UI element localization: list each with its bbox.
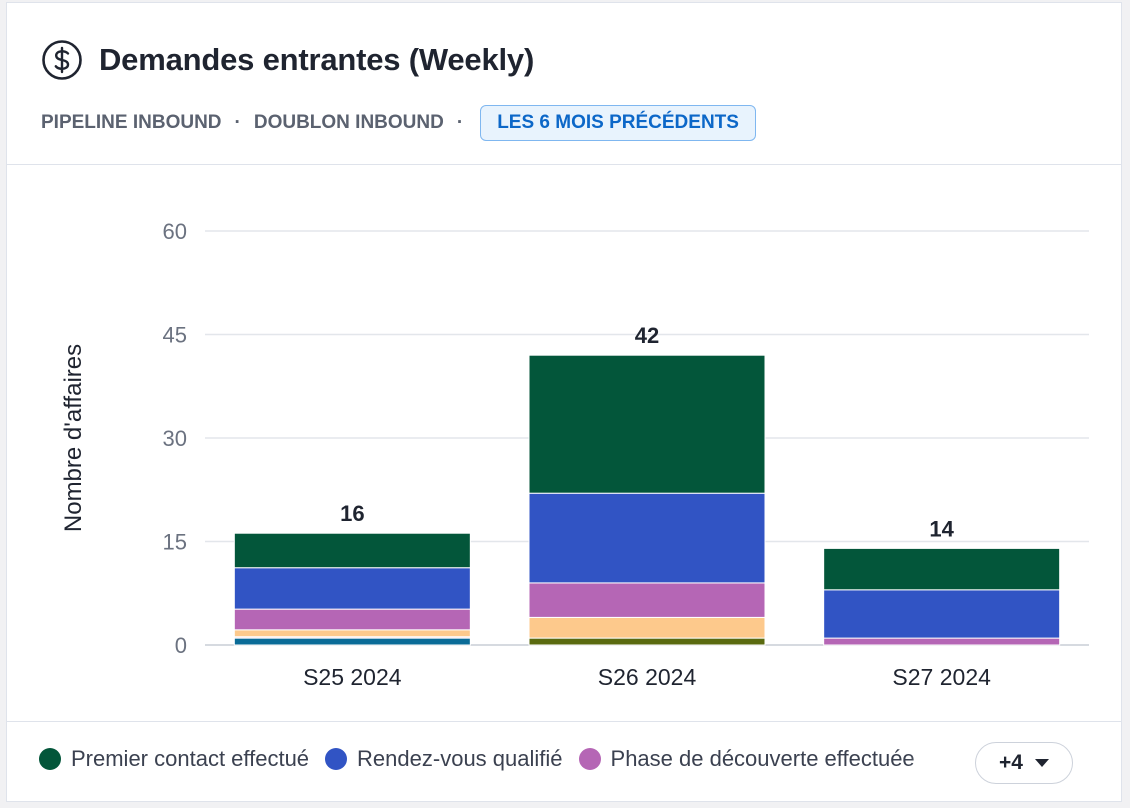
dollar-circle-icon (41, 39, 83, 81)
legend-fade (907, 738, 979, 782)
y-tick-label: 60 (163, 219, 187, 244)
bar-segment[interactable] (528, 616, 766, 639)
legend-label: Phase de découverte effectuée (610, 746, 915, 771)
bar-segment[interactable] (528, 637, 766, 646)
stacked-bar-chart: 0 15 30 45 60 Nombre d'affaires 16 S25 2024 42 S2… (60, 219, 1089, 690)
separator-dot: · (456, 112, 464, 133)
filter-pipeline[interactable]: PIPELINE INBOUND (41, 112, 222, 133)
title-row: Demandes entrantes (Weekly) (41, 39, 534, 81)
y-tick-label: 0 (175, 633, 187, 658)
bar-segment[interactable] (528, 492, 766, 584)
bar-segment[interactable] (823, 589, 1061, 639)
report-title: Demandes entrantes (Weekly) (99, 42, 535, 77)
separator-dot: · (234, 112, 241, 133)
legend-swatch (578, 748, 601, 770)
legend-more-label: +4 (999, 751, 1023, 774)
y-tick-label: 15 (163, 530, 187, 555)
bar-segment[interactable] (528, 354, 766, 494)
caret-down-icon (1034, 759, 1049, 767)
legend: Premier contact effectué Rendez-vous qua… (7, 721, 1121, 804)
filter-bar: PIPELINE INBOUND · DOUBLON INBOUND · LES… (41, 105, 756, 141)
bar-segment[interactable] (823, 637, 1061, 646)
filter-doublon[interactable]: DOUBLON INBOUND (253, 112, 444, 133)
legend-label: Premier contact effectué (71, 746, 310, 771)
bar-total-label: 16 (340, 501, 364, 526)
legend-swatch (39, 748, 61, 770)
y-tick-label: 30 (163, 426, 187, 451)
chart-area: 0 15 30 45 60 Nombre d'affaires 16 S25 2024 42 S2… (7, 165, 1121, 721)
x-tick-label: S27 2024 (892, 664, 991, 690)
bar-segment[interactable] (233, 567, 471, 610)
x-tick-label: S26 2024 (598, 664, 697, 690)
bar-segment[interactable] (528, 582, 766, 618)
legend-swatch (325, 748, 348, 770)
legend-item-rendez-vous[interactable]: Rendez-vous qualifié (325, 746, 563, 772)
legend-item-phase-decouverte[interactable]: Phase de découverte effectuée (578, 746, 915, 772)
legend-more-button[interactable]: +4 (975, 742, 1073, 784)
legend-label: Rendez-vous qualifié (357, 746, 563, 771)
legend-items: Premier contact effectué Rendez-vous qua… (39, 746, 979, 772)
y-tick-label: 45 (163, 323, 187, 348)
bar-segment[interactable] (233, 608, 471, 631)
report-card: Demandes entrantes (Weekly) PIPELINE INB… (6, 2, 1122, 802)
card-header: Demandes entrantes (Weekly) PIPELINE INB… (7, 3, 1121, 165)
x-tick-label: S25 2024 (303, 664, 402, 690)
bar-total-label: 42 (635, 323, 659, 348)
date-range-pill[interactable]: LES 6 MOIS PRÉCÉDENTS (480, 105, 756, 141)
y-axis-label: Nombre d'affaires (60, 344, 87, 532)
bar-total-label: 14 (929, 516, 954, 541)
bar-segment[interactable] (233, 637, 471, 646)
bar-segment[interactable] (823, 547, 1061, 591)
legend-item-premier-contact[interactable]: Premier contact effectué (39, 746, 309, 772)
bar-segment[interactable] (233, 532, 471, 569)
bar-segment[interactable] (233, 629, 471, 638)
